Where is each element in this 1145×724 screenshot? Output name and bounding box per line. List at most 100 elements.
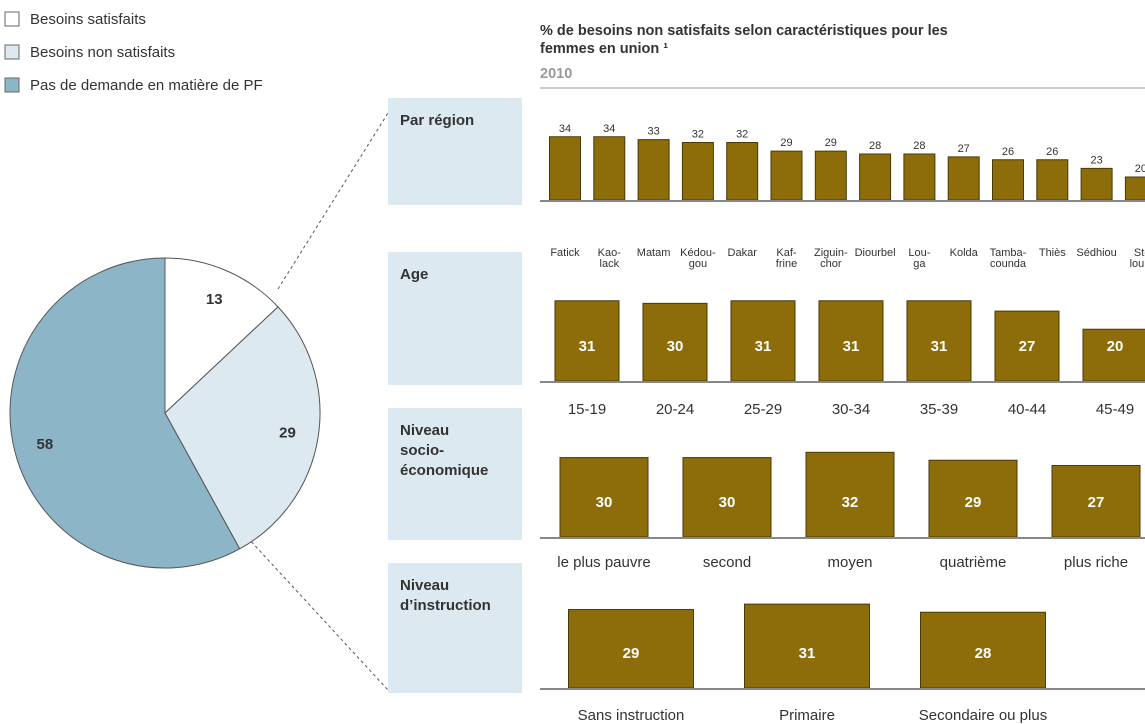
x-tick-label: 40-44 (1008, 401, 1046, 418)
bar (805, 451, 895, 538)
x-tick-label: 15-19 (568, 401, 606, 418)
bar (1082, 328, 1145, 382)
bar (554, 300, 620, 382)
x-tick-label: Secondaire ou plus (919, 707, 1047, 724)
bar (814, 150, 847, 201)
pie-slice (164, 306, 321, 550)
value-label: 29 (965, 494, 982, 511)
slice-label: 13 (206, 291, 223, 308)
x-tick-label: Fatick (550, 247, 580, 259)
value-label: 31 (579, 338, 596, 355)
x-tick-label: Kédou-gou (680, 247, 716, 270)
value-label: 30 (596, 494, 613, 511)
value-label: 27 (1088, 494, 1105, 511)
legend-swatch (4, 11, 20, 27)
value-label: 32 (736, 129, 748, 141)
value-label: 27 (1019, 338, 1036, 355)
legend-swatch (4, 77, 20, 93)
value-label: 30 (719, 494, 736, 511)
value-label: 28 (869, 140, 881, 152)
bar (568, 609, 694, 689)
connector (277, 112, 389, 290)
connector (234, 523, 389, 691)
x-tick-label: 35-39 (920, 401, 958, 418)
bar (903, 153, 936, 201)
bar (1124, 176, 1145, 201)
panel-label: Niveau d’instruction (400, 577, 491, 614)
x-tick-label: quatrième (940, 554, 1007, 571)
bar (637, 139, 670, 201)
x-tick-label: Dakar (728, 247, 758, 259)
chart-title: % de besoins non satisfaits selon caract… (540, 23, 948, 57)
value-label: 28 (913, 140, 925, 152)
slice-label: 29 (279, 424, 296, 441)
bar (947, 156, 980, 201)
x-tick-label: 45-49 (1096, 401, 1134, 418)
chart-subtitle: 2010 (540, 66, 572, 82)
value-label: 29 (825, 137, 837, 149)
bar (593, 136, 626, 201)
x-tick-label: Ziguin-chor (814, 247, 848, 270)
pie-slice (9, 257, 241, 569)
panel-label: Age (400, 266, 428, 283)
x-tick-label: 25-29 (744, 401, 782, 418)
x-tick-label: Matam (637, 247, 671, 259)
value-label: 31 (931, 338, 948, 355)
bar (992, 159, 1024, 201)
x-tick-label: moyen (827, 554, 872, 571)
x-tick-label: Primaire (779, 707, 835, 724)
value-label: 32 (842, 494, 859, 511)
panel-box (388, 563, 522, 693)
bar (994, 310, 1060, 382)
bar (549, 136, 581, 201)
bar (1036, 159, 1069, 201)
x-tick-label: Kaf-frine (776, 247, 797, 270)
x-tick-label: Sans instruction (578, 707, 685, 724)
value-label: 20 (1107, 338, 1124, 355)
bar (818, 300, 884, 382)
bar (920, 611, 1046, 689)
x-tick-label: Kolda (950, 247, 979, 259)
slice-label: 58 (37, 436, 54, 453)
value-label: 26 (1002, 146, 1014, 158)
bar (770, 150, 803, 201)
bar (744, 603, 870, 689)
panel-label: Niveau socio-économique (400, 422, 488, 479)
bar (682, 457, 772, 538)
x-tick-label: 30-34 (832, 401, 870, 418)
panel-box (388, 98, 522, 205)
bar (1080, 167, 1113, 201)
pie-slice (164, 257, 279, 415)
x-tick-label: Kao-lack (598, 247, 622, 270)
legend-label: Besoins non satisfaits (30, 44, 175, 61)
value-label: 31 (755, 338, 772, 355)
x-tick-label: Sédhiou (1076, 247, 1116, 259)
value-label: 23 (1090, 154, 1102, 166)
bar (726, 142, 759, 201)
legend-label: Pas de demande en matière de PF (30, 77, 263, 94)
x-tick-label: Diourbel (855, 247, 896, 259)
bar (906, 300, 972, 382)
value-label: 29 (780, 137, 792, 149)
bar (681, 142, 714, 201)
value-label: 31 (799, 645, 816, 662)
x-tick-label: second (703, 554, 751, 571)
value-label: 29 (623, 645, 640, 662)
x-tick-label: Tamba-counda (990, 247, 1027, 270)
bar (559, 457, 649, 538)
value-label: 32 (692, 129, 704, 141)
panel-box (388, 408, 522, 540)
value-label: 20 (1135, 163, 1145, 175)
bar (1051, 465, 1141, 538)
x-tick-label: plus riche (1064, 554, 1128, 571)
value-label: 31 (843, 338, 860, 355)
x-tick-label: Lou-ga (908, 247, 930, 270)
bar (859, 153, 892, 201)
value-label: 27 (958, 143, 970, 155)
bar (928, 459, 1018, 538)
x-tick-label: 20-24 (656, 401, 694, 418)
panel-label: Par région (400, 112, 474, 129)
value-label: 30 (667, 338, 684, 355)
value-label: 28 (975, 645, 992, 662)
